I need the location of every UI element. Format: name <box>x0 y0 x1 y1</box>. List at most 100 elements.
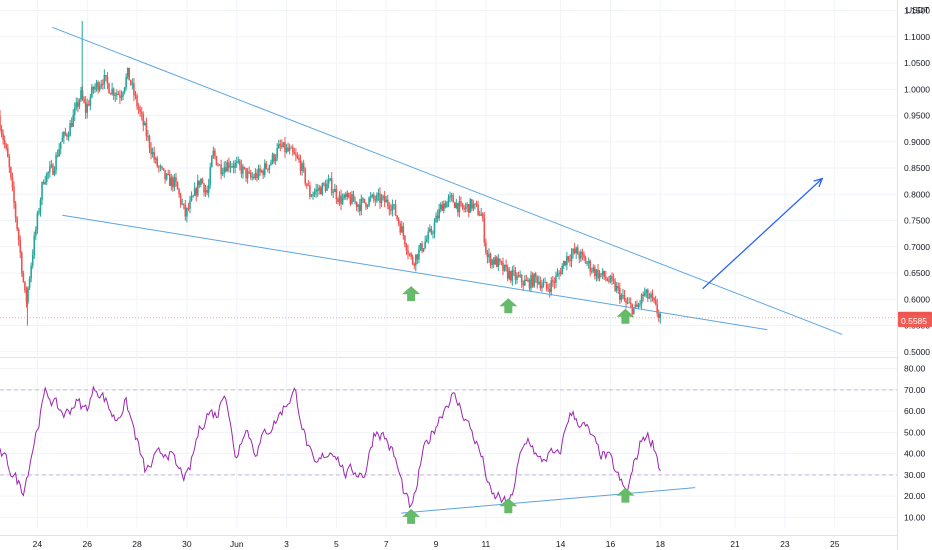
candle-down <box>506 267 509 279</box>
candle-down <box>352 194 355 202</box>
candle-up <box>566 256 568 266</box>
price-axis[interactable]: 1.1500 1.1000 1.0500 1.0000 0.9500 0.9000 0.85… <box>904 6 930 357</box>
candle-down <box>517 275 520 277</box>
candle-up <box>438 209 440 219</box>
candle-up <box>30 265 32 279</box>
candle-down <box>262 170 264 175</box>
rsi-axis[interactable]: 80.00 70.00 60.00 50.00 40.00 30.00 20.00 10.00 <box>904 364 926 523</box>
candle-down <box>444 203 447 208</box>
candle-up <box>542 282 545 286</box>
candle-down <box>489 254 492 266</box>
candle-down <box>421 243 423 252</box>
time-tick-label: 24 <box>33 539 43 549</box>
candle-up <box>343 194 345 198</box>
candle-down <box>101 84 104 85</box>
candle-up <box>586 263 588 265</box>
candle-up <box>382 195 384 198</box>
candle-down <box>172 177 174 188</box>
candle-up <box>55 154 57 171</box>
candle-down <box>460 201 462 204</box>
candle-down <box>584 257 587 264</box>
candle-down <box>2 134 4 140</box>
candle-down <box>463 208 465 210</box>
candle-up <box>209 167 212 185</box>
price-tick-label: 1.0000 <box>904 84 930 94</box>
candle-down <box>316 189 319 191</box>
candle-down <box>390 209 392 211</box>
candle-up <box>595 269 598 277</box>
candle-down <box>220 164 222 175</box>
candle-up <box>326 183 328 191</box>
candle-down <box>636 304 638 308</box>
candle-down <box>284 142 286 153</box>
candle-down <box>567 256 570 261</box>
candle-down <box>240 165 243 174</box>
candle-up <box>223 167 226 173</box>
price-marker-arrow <box>402 286 421 302</box>
candle-up <box>154 158 157 160</box>
candle-down <box>477 204 479 216</box>
candle-up <box>419 243 422 250</box>
candle-up <box>524 279 526 286</box>
candle-up <box>313 191 316 195</box>
candle-down <box>66 134 68 137</box>
candle-up <box>268 165 271 170</box>
candle-up <box>98 86 101 91</box>
candle-up <box>628 302 630 304</box>
candle-down <box>653 298 655 301</box>
candle-up <box>587 260 590 264</box>
candle-down <box>531 274 534 287</box>
candle-down <box>298 157 300 161</box>
candle-down <box>156 158 159 167</box>
candle-up <box>538 281 540 284</box>
candle-up <box>288 147 291 151</box>
candle-up <box>251 176 254 178</box>
candle-down <box>158 166 160 168</box>
candle-up <box>193 188 196 196</box>
candle-up <box>556 273 559 277</box>
candle-up <box>89 97 92 106</box>
candle-down <box>153 152 155 160</box>
candle-down <box>105 75 107 77</box>
candle-up <box>290 147 293 149</box>
candle-up <box>67 136 70 138</box>
candle-down <box>134 95 137 96</box>
candle-up <box>633 307 635 314</box>
candle-down <box>379 193 381 204</box>
candle-up <box>72 114 74 127</box>
price-tick-label: 0.9500 <box>904 111 930 121</box>
time-axis[interactable]: 24 26 28 30 Jun 3 5 7 9 11 14 16 18 21 23 25 <box>33 539 840 549</box>
price-marker-arrow <box>499 298 518 314</box>
candle-up <box>369 196 372 198</box>
candle-down <box>17 229 20 241</box>
price-tick-label: 0.7000 <box>904 242 930 252</box>
candle-up <box>519 275 521 277</box>
candle-up <box>334 188 336 193</box>
candle-down <box>611 276 613 280</box>
candle-up <box>368 197 370 206</box>
prev-price-tag <box>898 315 932 328</box>
price-tick-label: 0.8000 <box>904 189 930 199</box>
candle-down <box>647 289 649 299</box>
candle-up <box>189 200 191 209</box>
candle-up <box>351 194 353 204</box>
time-tick-label: 28 <box>132 539 142 549</box>
candle-down <box>145 123 148 137</box>
rsi-tick-label: 50.00 <box>904 427 926 437</box>
candle-down <box>25 290 28 302</box>
time-tick-label: 30 <box>182 539 192 549</box>
candle-down <box>500 261 503 263</box>
candle-up <box>59 141 62 149</box>
candle-down <box>206 190 208 193</box>
candle-up <box>639 303 641 305</box>
rsi-tick-label: 10.00 <box>904 512 926 522</box>
candle-down <box>372 194 375 199</box>
candle-up <box>648 297 651 299</box>
currency-label: USDT <box>906 5 929 15</box>
candle-up <box>550 280 553 292</box>
time-tick-label: 21 <box>730 539 740 549</box>
candle-down <box>408 253 411 255</box>
candle-up <box>562 260 565 267</box>
candle-down <box>539 281 542 289</box>
